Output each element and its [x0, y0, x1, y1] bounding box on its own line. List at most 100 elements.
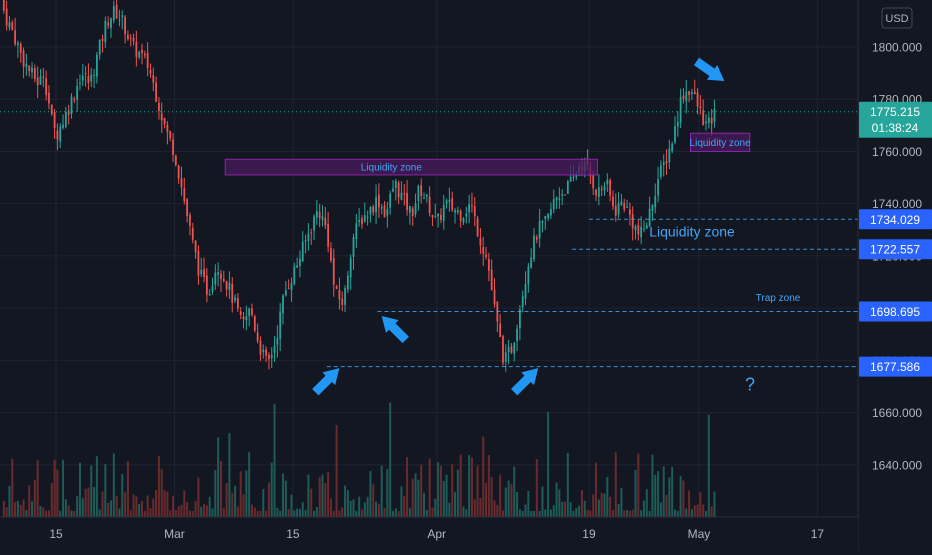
volume-bar [239, 471, 242, 517]
volume-bar [76, 496, 79, 517]
candle-body [284, 289, 287, 296]
candle-body [465, 213, 468, 217]
volume-bar [386, 468, 389, 517]
candle-body [256, 332, 259, 342]
candle-body [609, 179, 612, 196]
volume-bar [245, 470, 248, 517]
volume-bar [702, 504, 705, 517]
volume-bar [380, 465, 383, 517]
candle-body [394, 181, 397, 188]
arrow-annotations [312, 57, 928, 396]
candle-body [575, 174, 578, 177]
volume-bar [394, 508, 397, 517]
volume-bar [313, 510, 316, 517]
candle-body [566, 181, 569, 194]
question-mark-text: ? [745, 374, 755, 394]
candle-body [476, 218, 479, 237]
volume-bar [555, 482, 558, 517]
volume-bar [566, 452, 569, 517]
candle-body [28, 65, 31, 72]
candle-body [327, 223, 330, 247]
candle-body [428, 196, 431, 214]
volume-bar [279, 510, 282, 517]
volume-bar [496, 504, 499, 517]
volume-bar [242, 494, 245, 517]
candle-body [544, 215, 547, 220]
last-price-tag [859, 101, 932, 138]
candle-body [592, 175, 595, 189]
volume-bar [358, 496, 361, 517]
volume-bar [169, 510, 172, 517]
volume-bar [493, 500, 496, 517]
candle-body [451, 198, 454, 211]
candle-body [366, 216, 369, 218]
volume-bar [538, 510, 541, 517]
volume-bar [696, 504, 699, 517]
candle-body [121, 15, 124, 18]
volume-bar [177, 506, 180, 517]
candle-body [397, 182, 400, 198]
volume-bar [504, 487, 507, 517]
volume-bar [95, 456, 98, 517]
candle-body [685, 91, 688, 102]
price-level-label: 1677.586 [870, 360, 920, 374]
volume-bar [200, 506, 203, 517]
volume-bar [400, 486, 403, 517]
candle-body [363, 215, 366, 223]
candle-body [56, 130, 59, 140]
candle-body [146, 52, 149, 69]
bar-countdown: 01:38:24 [872, 121, 919, 135]
volume-bar [126, 461, 129, 517]
volume-bar [513, 466, 516, 517]
volume-bar [81, 498, 84, 517]
volume-bar [234, 485, 237, 517]
volume-bar [668, 477, 671, 517]
candle-body [115, 4, 118, 19]
candle-body [183, 188, 186, 202]
time-tick-label: 17 [811, 527, 825, 541]
volume-bar [707, 414, 710, 517]
volume-bar [222, 508, 225, 517]
volume-bar [527, 491, 530, 517]
volume-bar [267, 482, 270, 517]
volume-bar [352, 499, 355, 517]
arrow-annotation [381, 315, 409, 344]
volume-bar [580, 490, 583, 517]
candle-body [293, 266, 296, 284]
candle-body [434, 216, 437, 218]
currency-button[interactable]: USD [881, 7, 913, 29]
volume-bar [135, 496, 138, 517]
volume-bar [203, 503, 206, 517]
candle-body [39, 76, 42, 85]
candle-body [375, 196, 377, 213]
candle-body [530, 257, 533, 268]
volume-bar [665, 494, 668, 517]
volume-bar [642, 500, 645, 517]
candle-body [220, 273, 222, 280]
volume-bar [33, 479, 36, 517]
level-lines [0, 111, 858, 368]
price-tick-label: 1760.000 [872, 145, 922, 159]
volume-bar [290, 494, 293, 517]
candle-body [437, 213, 440, 217]
volume-bar [355, 510, 358, 517]
arrow-annotation [693, 57, 725, 81]
volume-bar [589, 510, 592, 517]
candle-body [674, 126, 676, 143]
candle-body [383, 205, 386, 218]
volume-bar [124, 492, 127, 517]
candle-body [315, 211, 318, 218]
volume-bar [397, 510, 400, 517]
candle-body [612, 196, 614, 207]
volume-bar [391, 510, 394, 517]
volume-bar [93, 487, 96, 517]
candle-body [242, 316, 245, 320]
volume-bar [42, 507, 45, 517]
candle-body [169, 130, 172, 139]
volume-bar [476, 465, 479, 517]
volume-bar [414, 473, 417, 517]
volume-bar [78, 462, 81, 517]
volume-bar [510, 483, 513, 517]
